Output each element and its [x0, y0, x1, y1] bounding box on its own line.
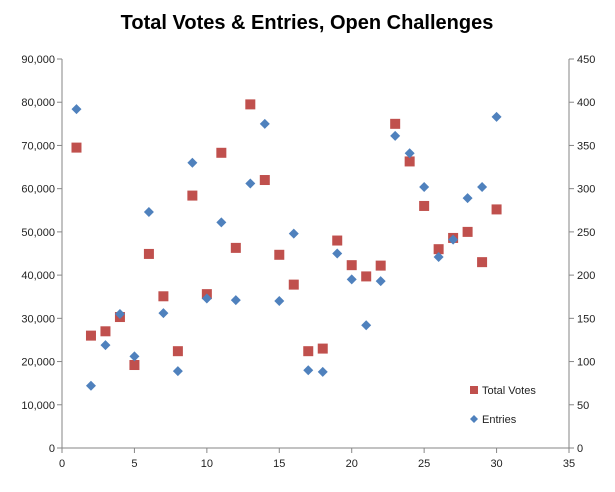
right-y-tick-label: 450 — [577, 54, 595, 66]
data-point-diamond — [129, 351, 140, 362]
x-tick-label: 25 — [418, 458, 430, 470]
legend: Total Votes Entries — [470, 385, 536, 426]
legend-marker-square — [470, 386, 478, 394]
data-point-square — [361, 271, 372, 282]
right-y-tick-label: 300 — [577, 184, 595, 196]
right-y-tick-label: 250 — [577, 227, 595, 239]
data-point-diamond — [245, 178, 256, 189]
data-point-diamond — [303, 365, 314, 376]
data-point-diamond — [288, 228, 299, 239]
data-point-diamond — [114, 309, 125, 320]
data-point-square — [259, 175, 270, 186]
data-point-square — [288, 279, 299, 290]
data-point-diamond — [274, 296, 285, 307]
left-y-tick-label: 70,000 — [21, 140, 55, 152]
x-tick-label: 5 — [131, 458, 137, 470]
data-point-diamond — [448, 234, 459, 245]
legend-marker-diamond — [470, 415, 478, 423]
right-y-tick-label: 0 — [577, 443, 583, 455]
data-point-square — [143, 248, 154, 259]
data-point-diamond — [71, 104, 82, 115]
legend-label: Total Votes — [482, 385, 536, 397]
data-point-square — [375, 260, 386, 271]
x-tick-label: 20 — [346, 458, 358, 470]
data-point-diamond — [216, 217, 227, 228]
data-point-diamond — [433, 251, 444, 262]
data-point-diamond — [187, 157, 198, 168]
data-point-diamond — [100, 340, 111, 351]
legend-label: Entries — [482, 414, 517, 426]
right-y-tick-label: 350 — [577, 140, 595, 152]
data-point-square — [332, 235, 343, 246]
data-point-square — [158, 291, 169, 302]
data-point-diamond — [404, 148, 415, 159]
data-point-diamond — [143, 207, 154, 218]
data-point-diamond — [172, 366, 183, 377]
data-point-square — [404, 156, 415, 167]
data-point-square — [491, 204, 502, 215]
data-point-square — [129, 360, 140, 371]
data-point-diamond — [158, 308, 169, 319]
right-y-tick-label: 50 — [577, 400, 589, 412]
x-tick-label: 35 — [563, 458, 575, 470]
data-point-diamond — [390, 130, 401, 141]
left-y-tick-label: 40,000 — [21, 270, 55, 282]
data-point-diamond — [259, 118, 270, 129]
data-point-square — [230, 242, 241, 253]
data-point-square — [245, 99, 256, 110]
right-y-tick-label: 400 — [577, 97, 595, 109]
data-point-diamond — [491, 111, 502, 122]
left-y-tick-label: 0 — [49, 443, 55, 455]
left-y-tick-label: 60,000 — [21, 184, 55, 196]
data-point-diamond — [201, 293, 212, 304]
right-y-tick-label: 150 — [577, 313, 595, 325]
left-y-tick-label: 90,000 — [21, 54, 55, 66]
series-entries — [71, 104, 502, 391]
data-point-diamond — [332, 248, 343, 259]
data-point-square — [419, 200, 430, 211]
data-point-square — [346, 260, 357, 271]
data-point-square — [274, 249, 285, 260]
data-point-square — [433, 244, 444, 255]
data-point-square — [477, 257, 488, 268]
data-point-square — [85, 330, 96, 341]
left-y-tick-label: 30,000 — [21, 313, 55, 325]
data-point-diamond — [230, 295, 241, 306]
data-point-square — [187, 190, 198, 201]
left-y-tick-label: 10,000 — [21, 400, 55, 412]
axes: 0 5 10 15 20 25 30 35010,00020,00030,00040,0005… — [21, 54, 595, 470]
left-y-tick-label: 20,000 — [21, 357, 55, 369]
x-tick-label: 30 — [490, 458, 502, 470]
data-point-diamond — [361, 320, 372, 331]
data-point-diamond — [346, 274, 357, 285]
x-tick-label: 10 — [201, 458, 213, 470]
data-point-diamond — [375, 276, 386, 287]
data-point-square — [100, 326, 111, 337]
data-points — [71, 99, 502, 391]
x-tick-label: 15 — [273, 458, 285, 470]
data-point-diamond — [419, 181, 430, 192]
data-point-square — [71, 142, 82, 153]
chart-title: Total Votes & Entries, Open Challenges — [121, 12, 494, 34]
data-point-square — [303, 346, 314, 357]
right-y-tick-label: 100 — [577, 357, 595, 369]
data-point-square — [390, 118, 401, 129]
data-point-diamond — [317, 366, 328, 377]
data-point-diamond — [477, 181, 488, 192]
data-point-square — [317, 343, 328, 354]
data-point-diamond — [462, 193, 473, 204]
data-point-diamond — [85, 380, 96, 391]
right-y-tick-label: 200 — [577, 270, 595, 282]
data-point-square — [172, 346, 183, 357]
data-point-square — [462, 226, 473, 237]
left-y-tick-label: 50,000 — [21, 227, 55, 239]
data-point-square — [216, 147, 227, 158]
left-y-tick-label: 80,000 — [21, 97, 55, 109]
x-tick-label: 0 — [59, 458, 65, 470]
